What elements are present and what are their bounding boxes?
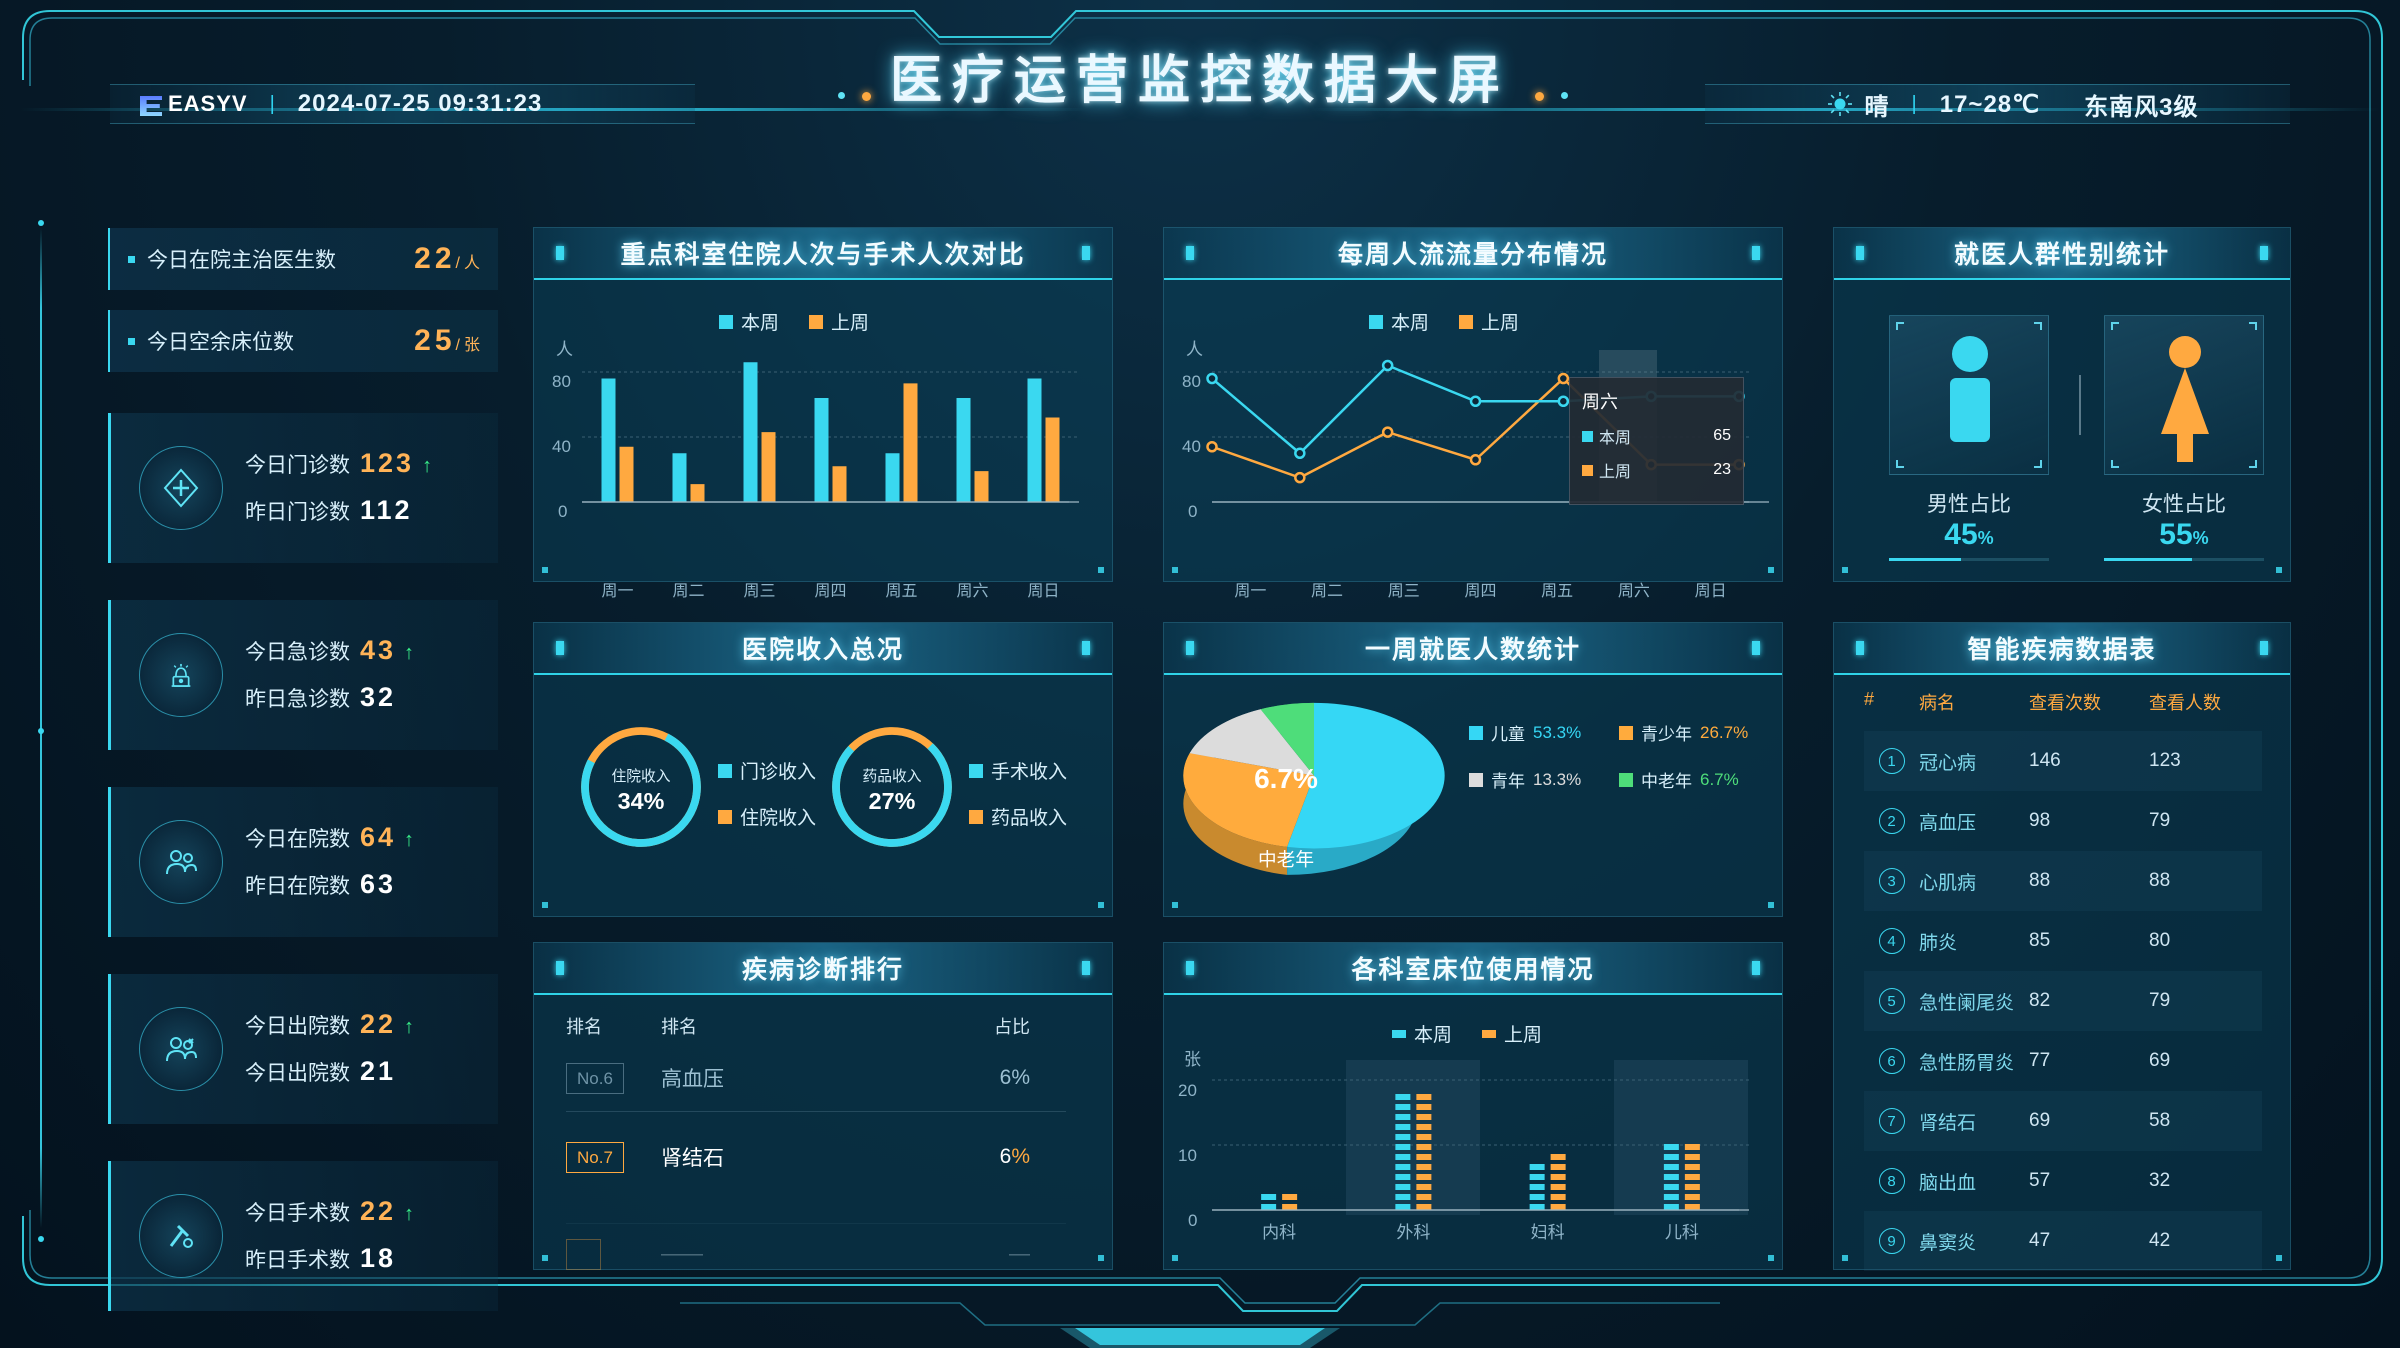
- svg-text:药品收入: 药品收入: [862, 768, 921, 785]
- svg-text:住院收入: 住院收入: [611, 767, 670, 785]
- svg-text:27%: 27%: [869, 788, 916, 814]
- svg-text:34%: 34%: [618, 788, 665, 814]
- svg-text:6.7%: 6.7%: [1254, 763, 1318, 794]
- svg-text:中老年: 中老年: [1258, 849, 1314, 870]
